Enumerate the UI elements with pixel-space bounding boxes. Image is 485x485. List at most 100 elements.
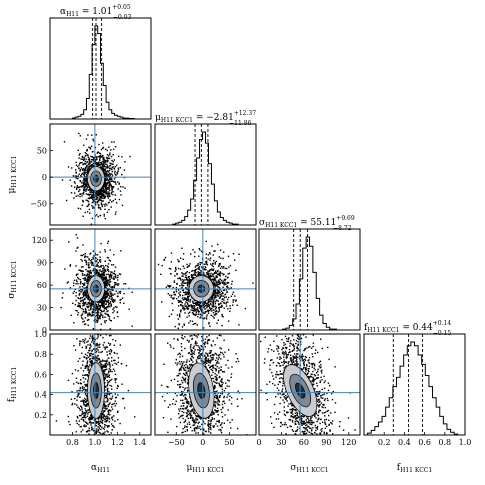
scatter-point bbox=[85, 138, 88, 140]
scatter-point bbox=[179, 300, 181, 302]
scatter-point bbox=[83, 282, 86, 284]
scatter-point bbox=[102, 265, 104, 267]
scatter-point bbox=[236, 304, 238, 306]
scatter-point bbox=[102, 169, 104, 172]
scatter-point bbox=[119, 167, 121, 169]
scatter-point bbox=[214, 291, 216, 294]
scatter-point bbox=[91, 191, 93, 193]
scatter-point bbox=[75, 250, 77, 252]
scatter-point bbox=[84, 184, 87, 187]
scatter-point bbox=[96, 357, 99, 359]
scatter-point bbox=[103, 364, 105, 367]
scatter-point bbox=[97, 216, 99, 218]
scatter-point bbox=[89, 266, 91, 269]
scatter-point bbox=[209, 275, 212, 277]
scatter-point bbox=[212, 273, 214, 275]
scatter-point bbox=[104, 179, 106, 182]
scatter-point bbox=[105, 293, 107, 295]
scatter-point bbox=[208, 252, 211, 254]
scatter-point bbox=[131, 291, 133, 293]
scatter-point bbox=[83, 294, 85, 296]
scatter-point bbox=[102, 304, 105, 306]
scatter-point bbox=[81, 283, 84, 285]
panel-title-minus-alpha_H11: −0.03 bbox=[113, 14, 132, 21]
scatter-point bbox=[218, 307, 220, 309]
scatter-point bbox=[106, 293, 108, 295]
scatter-point bbox=[90, 262, 92, 264]
scatter-point bbox=[85, 296, 87, 299]
scatter-point bbox=[218, 272, 220, 275]
scatter-point bbox=[95, 308, 97, 310]
scatter-point bbox=[184, 308, 186, 310]
scatter-point bbox=[190, 309, 192, 311]
scatter-point bbox=[100, 148, 103, 151]
y-tick-label: 90 bbox=[37, 259, 47, 268]
scatter-point bbox=[99, 269, 101, 271]
scatter-point bbox=[201, 306, 203, 308]
scatter-point bbox=[113, 310, 115, 312]
scatter-point bbox=[198, 273, 201, 275]
scatter-point bbox=[208, 321, 210, 324]
scatter-point bbox=[216, 322, 218, 324]
scatter-point bbox=[186, 297, 188, 300]
scatter-point bbox=[198, 248, 200, 250]
scatter-point bbox=[198, 268, 200, 270]
scatter-point bbox=[102, 193, 104, 195]
scatter-point bbox=[90, 190, 92, 192]
scatter-point bbox=[106, 167, 108, 169]
scatter-point bbox=[109, 301, 112, 303]
scatter-point bbox=[83, 298, 85, 301]
scatter-point bbox=[87, 163, 90, 165]
scatter-point bbox=[216, 310, 218, 312]
scatter-point bbox=[104, 293, 106, 295]
scatter-point bbox=[214, 284, 217, 286]
scatter-point bbox=[244, 307, 247, 310]
scatter-point bbox=[214, 250, 216, 252]
scatter-point bbox=[73, 282, 75, 284]
scatter-point bbox=[98, 427, 100, 429]
scatter-point bbox=[102, 191, 104, 193]
scatter-point bbox=[80, 300, 82, 302]
scatter-point bbox=[110, 167, 112, 170]
scatter-point bbox=[85, 310, 87, 313]
scatter-point bbox=[98, 198, 100, 201]
scatter-point bbox=[85, 294, 88, 296]
title-subscript: H11 KCC1 bbox=[161, 117, 193, 124]
scatter-point bbox=[87, 153, 89, 156]
y-tick-label: 30 bbox=[37, 304, 47, 313]
panel-title-minus-sigma_H11_KCC1: −8.72 bbox=[333, 225, 352, 232]
scatter-point bbox=[207, 254, 209, 256]
scatter-point bbox=[105, 160, 107, 162]
scatter-point bbox=[100, 328, 102, 330]
scatter-point bbox=[219, 273, 221, 275]
scatter-point bbox=[77, 207, 80, 209]
scatter-point bbox=[86, 357, 88, 359]
scatter-point bbox=[173, 293, 175, 296]
scatter-point bbox=[116, 173, 119, 175]
scatter-point bbox=[80, 458, 81, 459]
scatter-point bbox=[187, 287, 189, 289]
scatter-point bbox=[98, 431, 100, 434]
scatter-point bbox=[86, 389, 88, 391]
scatter-point bbox=[95, 351, 97, 354]
scatter-point bbox=[84, 173, 86, 175]
scatter-point bbox=[199, 317, 201, 319]
scatter-point bbox=[212, 304, 214, 306]
scatter-point bbox=[97, 359, 99, 361]
scatter-point bbox=[88, 314, 91, 316]
scatter-point bbox=[95, 193, 97, 195]
scatter-point bbox=[204, 266, 207, 269]
scatter-point bbox=[190, 253, 192, 255]
scatter-point bbox=[187, 289, 190, 291]
scatter-point bbox=[85, 178, 87, 181]
scatter-point bbox=[80, 167, 82, 169]
scatter-point bbox=[221, 305, 223, 307]
scatter-point bbox=[189, 311, 191, 313]
scatter-point bbox=[109, 182, 111, 184]
scatter-point bbox=[80, 418, 83, 420]
scatter-point bbox=[225, 286, 228, 288]
title-plus: +9.69 bbox=[336, 215, 355, 222]
scatter-point bbox=[188, 322, 190, 324]
scatter-point bbox=[104, 292, 106, 294]
scatter-point bbox=[104, 173, 106, 175]
